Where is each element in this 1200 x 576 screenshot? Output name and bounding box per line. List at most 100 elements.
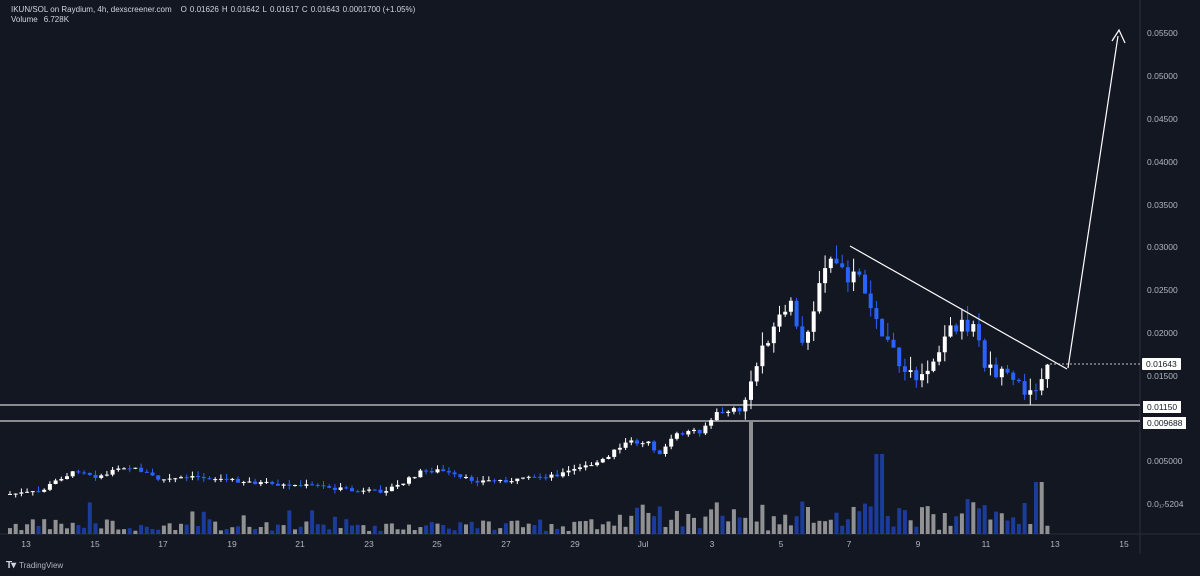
candle-body <box>840 263 845 268</box>
volume-bar <box>606 521 611 534</box>
volume-bar <box>481 520 486 534</box>
candle-body <box>350 488 354 492</box>
volume-bar <box>868 506 873 534</box>
time-tick-label: 21 <box>295 539 305 549</box>
volume-bar <box>999 513 1004 534</box>
volume-bar <box>344 519 349 534</box>
volume-bar <box>692 517 696 534</box>
volume-bar <box>800 501 805 534</box>
volume-bar <box>652 516 657 534</box>
candle-body <box>937 352 942 362</box>
candle-body <box>258 482 263 485</box>
volume-bar <box>726 521 731 534</box>
time-tick-label: 5 <box>779 539 784 549</box>
candle-body <box>275 483 280 486</box>
candle-body <box>600 458 605 463</box>
candle-body <box>30 491 35 493</box>
volume-bar <box>36 525 41 534</box>
candle-body <box>99 475 104 478</box>
volume-bar <box>817 520 822 534</box>
candle-body <box>891 339 896 348</box>
volume-bar <box>811 522 816 534</box>
candle-body <box>361 490 366 492</box>
candle-body <box>65 476 69 480</box>
candle-body <box>726 411 731 413</box>
candle-body <box>914 370 919 381</box>
candle-body <box>794 300 799 327</box>
candle-body <box>498 480 503 482</box>
volume-bar <box>19 530 24 534</box>
candle-body <box>13 493 18 495</box>
volume-bar <box>8 528 12 534</box>
volume-bar <box>236 526 240 534</box>
candle-body <box>612 449 617 457</box>
candle-body <box>908 370 913 372</box>
candle-body <box>617 447 622 450</box>
candle-body <box>515 478 520 482</box>
volume-bar <box>1045 525 1050 534</box>
candle-body <box>925 370 930 375</box>
candle-body <box>857 271 862 275</box>
volume-bar <box>840 525 845 534</box>
volume-bar <box>954 516 959 534</box>
volume-bar <box>857 511 862 534</box>
volume-bar <box>298 526 303 534</box>
candle-body <box>384 491 389 493</box>
price-tick-label: 0.02000 <box>1147 328 1178 338</box>
candle-body <box>395 484 400 487</box>
volume-bar <box>401 529 406 534</box>
candle-body <box>338 487 343 490</box>
time-tick-label: 11 <box>982 539 991 549</box>
time-tick-label: Jul <box>638 539 649 549</box>
volume-bar <box>874 454 879 534</box>
candle-body <box>526 476 531 478</box>
candle-body <box>241 482 246 484</box>
candle-body <box>965 319 970 332</box>
volume-bar <box>640 504 645 534</box>
volume-bar <box>1034 482 1038 534</box>
candle-body <box>196 476 201 478</box>
candle-body <box>583 465 588 468</box>
volume-bar <box>674 510 679 534</box>
volume-bar <box>600 524 605 534</box>
volume-bar <box>429 522 434 534</box>
price-tick-label: 0.03500 <box>1147 200 1178 210</box>
time-tick-label: 3 <box>710 539 715 549</box>
volume-bar <box>709 509 714 534</box>
volume-bar <box>367 530 372 534</box>
symbol-title[interactable]: IKUN/SOL on Raydium, 4h, dexscreener.com <box>11 5 172 14</box>
candle-body <box>116 468 121 470</box>
volume-bar <box>464 524 468 534</box>
volume-bar <box>612 525 617 534</box>
volume-bar <box>407 524 411 534</box>
candle-body <box>270 481 275 484</box>
projection-arrow <box>1067 35 1119 369</box>
candle-body <box>743 399 748 412</box>
candle-body <box>920 374 924 381</box>
volume-bar <box>59 523 64 534</box>
high-value: 0.01642 <box>230 5 260 14</box>
volume-bar <box>663 526 668 534</box>
volume-bar <box>880 454 885 534</box>
candle-body <box>680 433 685 435</box>
candle-body <box>663 446 668 454</box>
candle-body <box>230 478 235 480</box>
candle-body <box>236 478 240 483</box>
candle-body <box>446 471 451 473</box>
volume-bar <box>338 528 343 534</box>
candle-body <box>902 366 907 372</box>
volume-bar <box>93 523 98 534</box>
volume-bar <box>65 528 69 534</box>
candle-body <box>173 478 178 480</box>
volume-bar <box>122 529 126 534</box>
candle-body <box>469 477 474 481</box>
volume-bar <box>794 516 799 534</box>
volume-bar <box>521 527 525 534</box>
candle-body <box>749 381 753 400</box>
volume-bar <box>629 515 634 534</box>
candle-body <box>686 431 691 435</box>
volume-bar <box>697 528 702 534</box>
volume-bar <box>486 521 491 534</box>
